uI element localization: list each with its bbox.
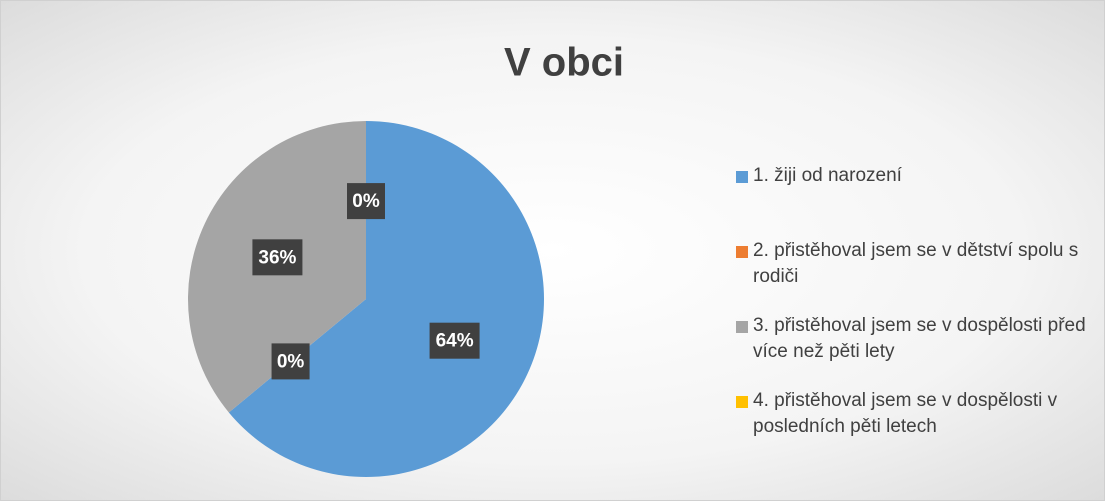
legend-swatch (736, 246, 748, 258)
legend-swatch (736, 396, 748, 408)
legend-label: 4. přistěhoval jsem se v dospělosti v po… (753, 390, 1058, 437)
legend-item: 3. přistěhoval jsem se v dospělosti před… (736, 313, 1086, 388)
legend-label: 3. přistěhoval jsem se v dospělosti před… (753, 315, 1086, 362)
data-label: 64% (436, 331, 474, 352)
pie-slice (228, 121, 545, 478)
legend-swatch (736, 321, 748, 333)
legend-item: 4. přistěhoval jsem se v dospělosti v po… (736, 388, 1086, 463)
data-label: 36% (258, 247, 296, 268)
legend-swatch (736, 171, 748, 183)
legend-label: 1. žiji od narození (753, 165, 902, 186)
legend-item: 1. žiji od narození (736, 163, 1086, 238)
legend-label: 2. přistěhoval jsem se v dětství spolu s… (753, 240, 1079, 287)
chart-title: V obci (504, 41, 624, 85)
data-label: 0% (352, 191, 380, 212)
data-label-box (271, 343, 310, 380)
legend: 1. žiji od narození 2. přistěhoval jsem s… (736, 163, 1086, 463)
data-label-box (429, 322, 480, 359)
legend-item: 2. přistěhoval jsem se v dětství spolu s… (736, 238, 1086, 313)
data-label-box (252, 239, 303, 276)
data-label-box (347, 183, 385, 220)
data-label: 0% (277, 351, 305, 372)
